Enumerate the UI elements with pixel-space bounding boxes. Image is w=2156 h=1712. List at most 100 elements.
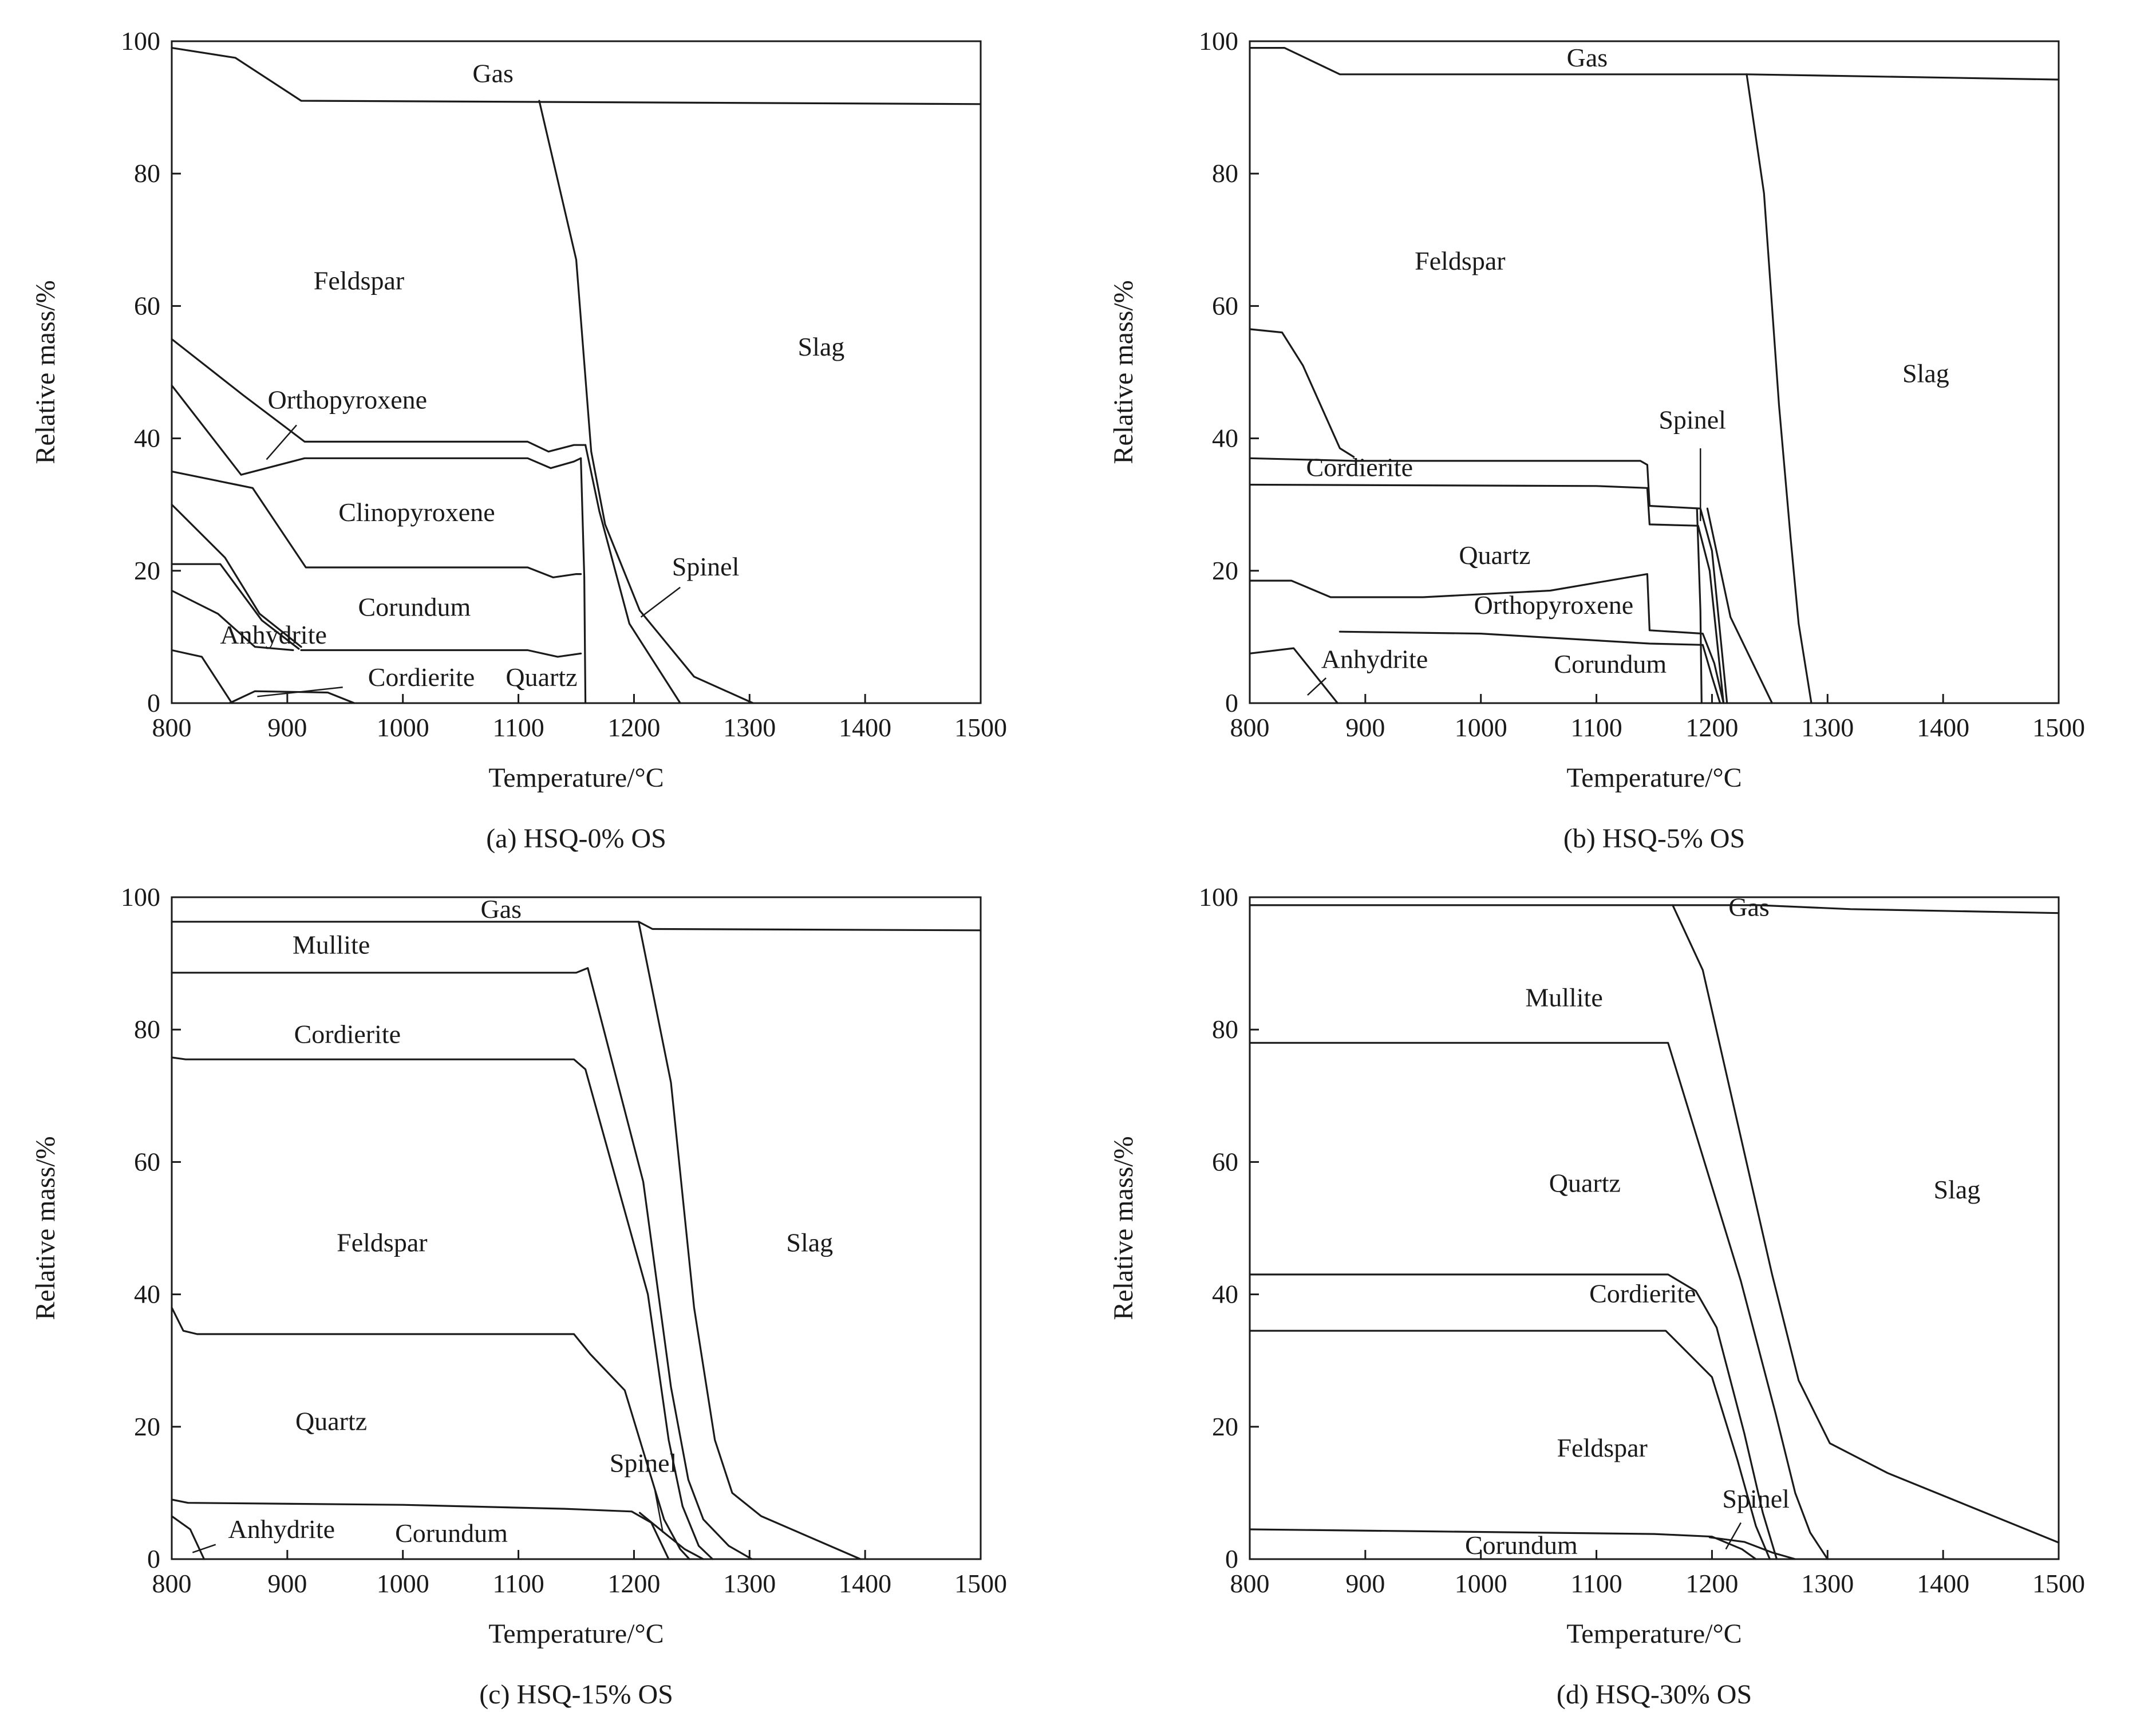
plot-frame <box>171 896 982 1560</box>
x-tick-label: 1500 <box>954 713 1007 742</box>
y-tick-label: 0 <box>1225 1544 1238 1573</box>
series-anhydrite-top <box>171 1515 206 1560</box>
y-tick-label: 40 <box>134 424 160 453</box>
phase-label-cordierite: Cordierite <box>1306 452 1413 482</box>
phase-label-anhydrite: Anhydrite <box>220 620 327 649</box>
series-quartz-right-edge <box>580 457 587 704</box>
x-tick-label: 1400 <box>839 713 891 742</box>
phase-label-mullite: Mullite <box>1525 983 1602 1012</box>
x-tick-label: 1000 <box>377 1569 429 1598</box>
y-tick-label: 60 <box>1212 1147 1238 1176</box>
phase-label-feldspar: Feldspar <box>314 266 404 295</box>
series-quartz-bottom <box>1249 573 1725 704</box>
y-tick-label: 0 <box>1225 688 1238 717</box>
series-feldspar-bottom <box>1249 1528 1757 1560</box>
phase-label-clinopyroxene: Clinopyroxene <box>338 498 495 527</box>
y-tick-label: 20 <box>1212 556 1238 585</box>
series-left-boundary-21 <box>171 563 300 650</box>
y-tick-label: 80 <box>1212 1015 1238 1044</box>
chart-d: 800 900 1000 1100 1200 1300 1400 1500 0 20 40 60 80 1… <box>1078 856 2156 1712</box>
plot-frame <box>1249 896 2060 1560</box>
chart-svg-a: 800 900 1000 1100 1200 1300 1400 1500 0 20 40 60 80 1… <box>30 26 1007 854</box>
phase-label-spinel: Spinel <box>1659 405 1726 434</box>
plot-frame <box>1249 40 2060 704</box>
phase-label-corundum: Corundum <box>395 1518 508 1548</box>
phase-label-corundum: Corundum <box>1554 649 1667 679</box>
y-tick-label: 60 <box>1212 291 1238 320</box>
x-tick-label: 1200 <box>1685 1569 1738 1598</box>
series-slag-boundary <box>1672 904 2060 1544</box>
x-tick-label: 1100 <box>492 1569 544 1598</box>
y-tick-label: 0 <box>147 688 160 717</box>
phase-label-slag: Slag <box>786 1228 833 1257</box>
y-axis-label: Relative mass/% <box>30 280 61 464</box>
phase-label-corundum: Corundum <box>1465 1530 1578 1560</box>
label-leader-spinel <box>1725 1522 1742 1550</box>
phase-label-spinel: Spinel <box>1722 1484 1790 1513</box>
phase-label-quartz: Quartz <box>506 662 577 692</box>
series-left-boundary-17 <box>171 589 294 652</box>
y-axis-label: Relative mass/% <box>30 1136 61 1320</box>
series-left-boundary-30 <box>171 503 302 648</box>
series-spinel-tail <box>638 1512 705 1560</box>
phase-label-cordierite: Cordierite <box>368 662 475 692</box>
series-mullite-bottom <box>1249 1042 1829 1560</box>
chart-caption: (b) HSQ-5% OS <box>1563 823 1745 854</box>
y-tick-label: 40 <box>134 1280 160 1309</box>
phase-label-feldspar: Feldspar <box>337 1228 427 1257</box>
x-tick-label: 1100 <box>492 713 544 742</box>
phase-label-orthopyroxene: Orthopyroxene <box>268 385 427 415</box>
chart-caption: (a) HSQ-0% OS <box>486 823 666 854</box>
series-slag-boundary <box>1746 73 1813 704</box>
chart-caption: (c) HSQ-15% OS <box>479 1679 673 1710</box>
phase-label-quartz: Quartz <box>295 1407 367 1436</box>
x-tick-label: 800 <box>152 713 192 742</box>
series-slag-boundary <box>637 921 862 1560</box>
y-tick-label: 80 <box>1212 159 1238 188</box>
series-feldspar-left-boundary <box>1249 328 1355 458</box>
x-tick-label: 1500 <box>2032 713 2085 742</box>
phase-label-slag: Slag <box>798 332 845 361</box>
y-tick-label: 20 <box>1212 1412 1238 1441</box>
phase-label-anhydrite: Anhydrite <box>228 1514 335 1544</box>
phase-label-slag: Slag <box>1933 1175 1980 1204</box>
series-cordierite-top <box>1249 457 1728 704</box>
label-leader-spinel <box>654 1489 664 1533</box>
series-spinel-right-tail <box>1706 507 1773 704</box>
phase-label-gas: Gas <box>472 59 514 88</box>
y-axis-label: Relative mass/% <box>1108 280 1139 464</box>
x-tick-label: 1400 <box>1917 1569 1969 1598</box>
y-tick-label: 100 <box>1199 882 1238 912</box>
phase-label-spinel: Spinel <box>672 552 740 581</box>
x-tick-label: 900 <box>267 1569 307 1598</box>
series-feldspar-bottom <box>171 1307 690 1560</box>
x-tick-label: 1300 <box>723 713 776 742</box>
phase-label-cordierite: Cordierite <box>1589 1279 1696 1308</box>
chart-svg-c: 800 900 1000 1100 1200 1300 1400 1500 0 20 40 60 80 1… <box>30 882 1007 1710</box>
x-tick-label: 1500 <box>2032 1569 2085 1598</box>
series-spinel-left-edge <box>1696 507 1703 704</box>
x-tick-label: 1200 <box>607 713 660 742</box>
series-corundum-bottom <box>300 649 582 658</box>
x-axis-label: Temperature/°C <box>1566 763 1742 793</box>
y-axis-label: Relative mass/% <box>1108 1136 1139 1320</box>
label-leader-cordierite <box>257 687 343 697</box>
chart-caption: (d) HSQ-30% OS <box>1557 1679 1752 1710</box>
x-tick-label: 1300 <box>1801 713 1854 742</box>
series-spinel-inner-boundary <box>585 444 681 704</box>
x-tick-label: 1000 <box>1455 1569 1507 1598</box>
phase-label-gas: Gas <box>1728 892 1770 921</box>
x-tick-label: 900 <box>267 713 307 742</box>
series-mullite-bottom <box>171 967 753 1560</box>
series-gas-boundary <box>171 921 982 932</box>
x-tick-label: 1300 <box>1801 1569 1854 1598</box>
x-tick-label: 1200 <box>1685 713 1738 742</box>
chart-svg-d: 800 900 1000 1100 1200 1300 1400 1500 0 20 40 60 80 1… <box>1108 882 2085 1710</box>
phase-label-gas: Gas <box>1567 43 1608 72</box>
series-clinopyroxene-bottom <box>171 470 582 578</box>
y-tick-label: 0 <box>147 1544 160 1573</box>
series-orthopyroxene-bottom <box>1338 630 1721 704</box>
y-tick-label: 60 <box>134 1147 160 1176</box>
phase-label-anhydrite: Anhydrite <box>1321 645 1428 674</box>
